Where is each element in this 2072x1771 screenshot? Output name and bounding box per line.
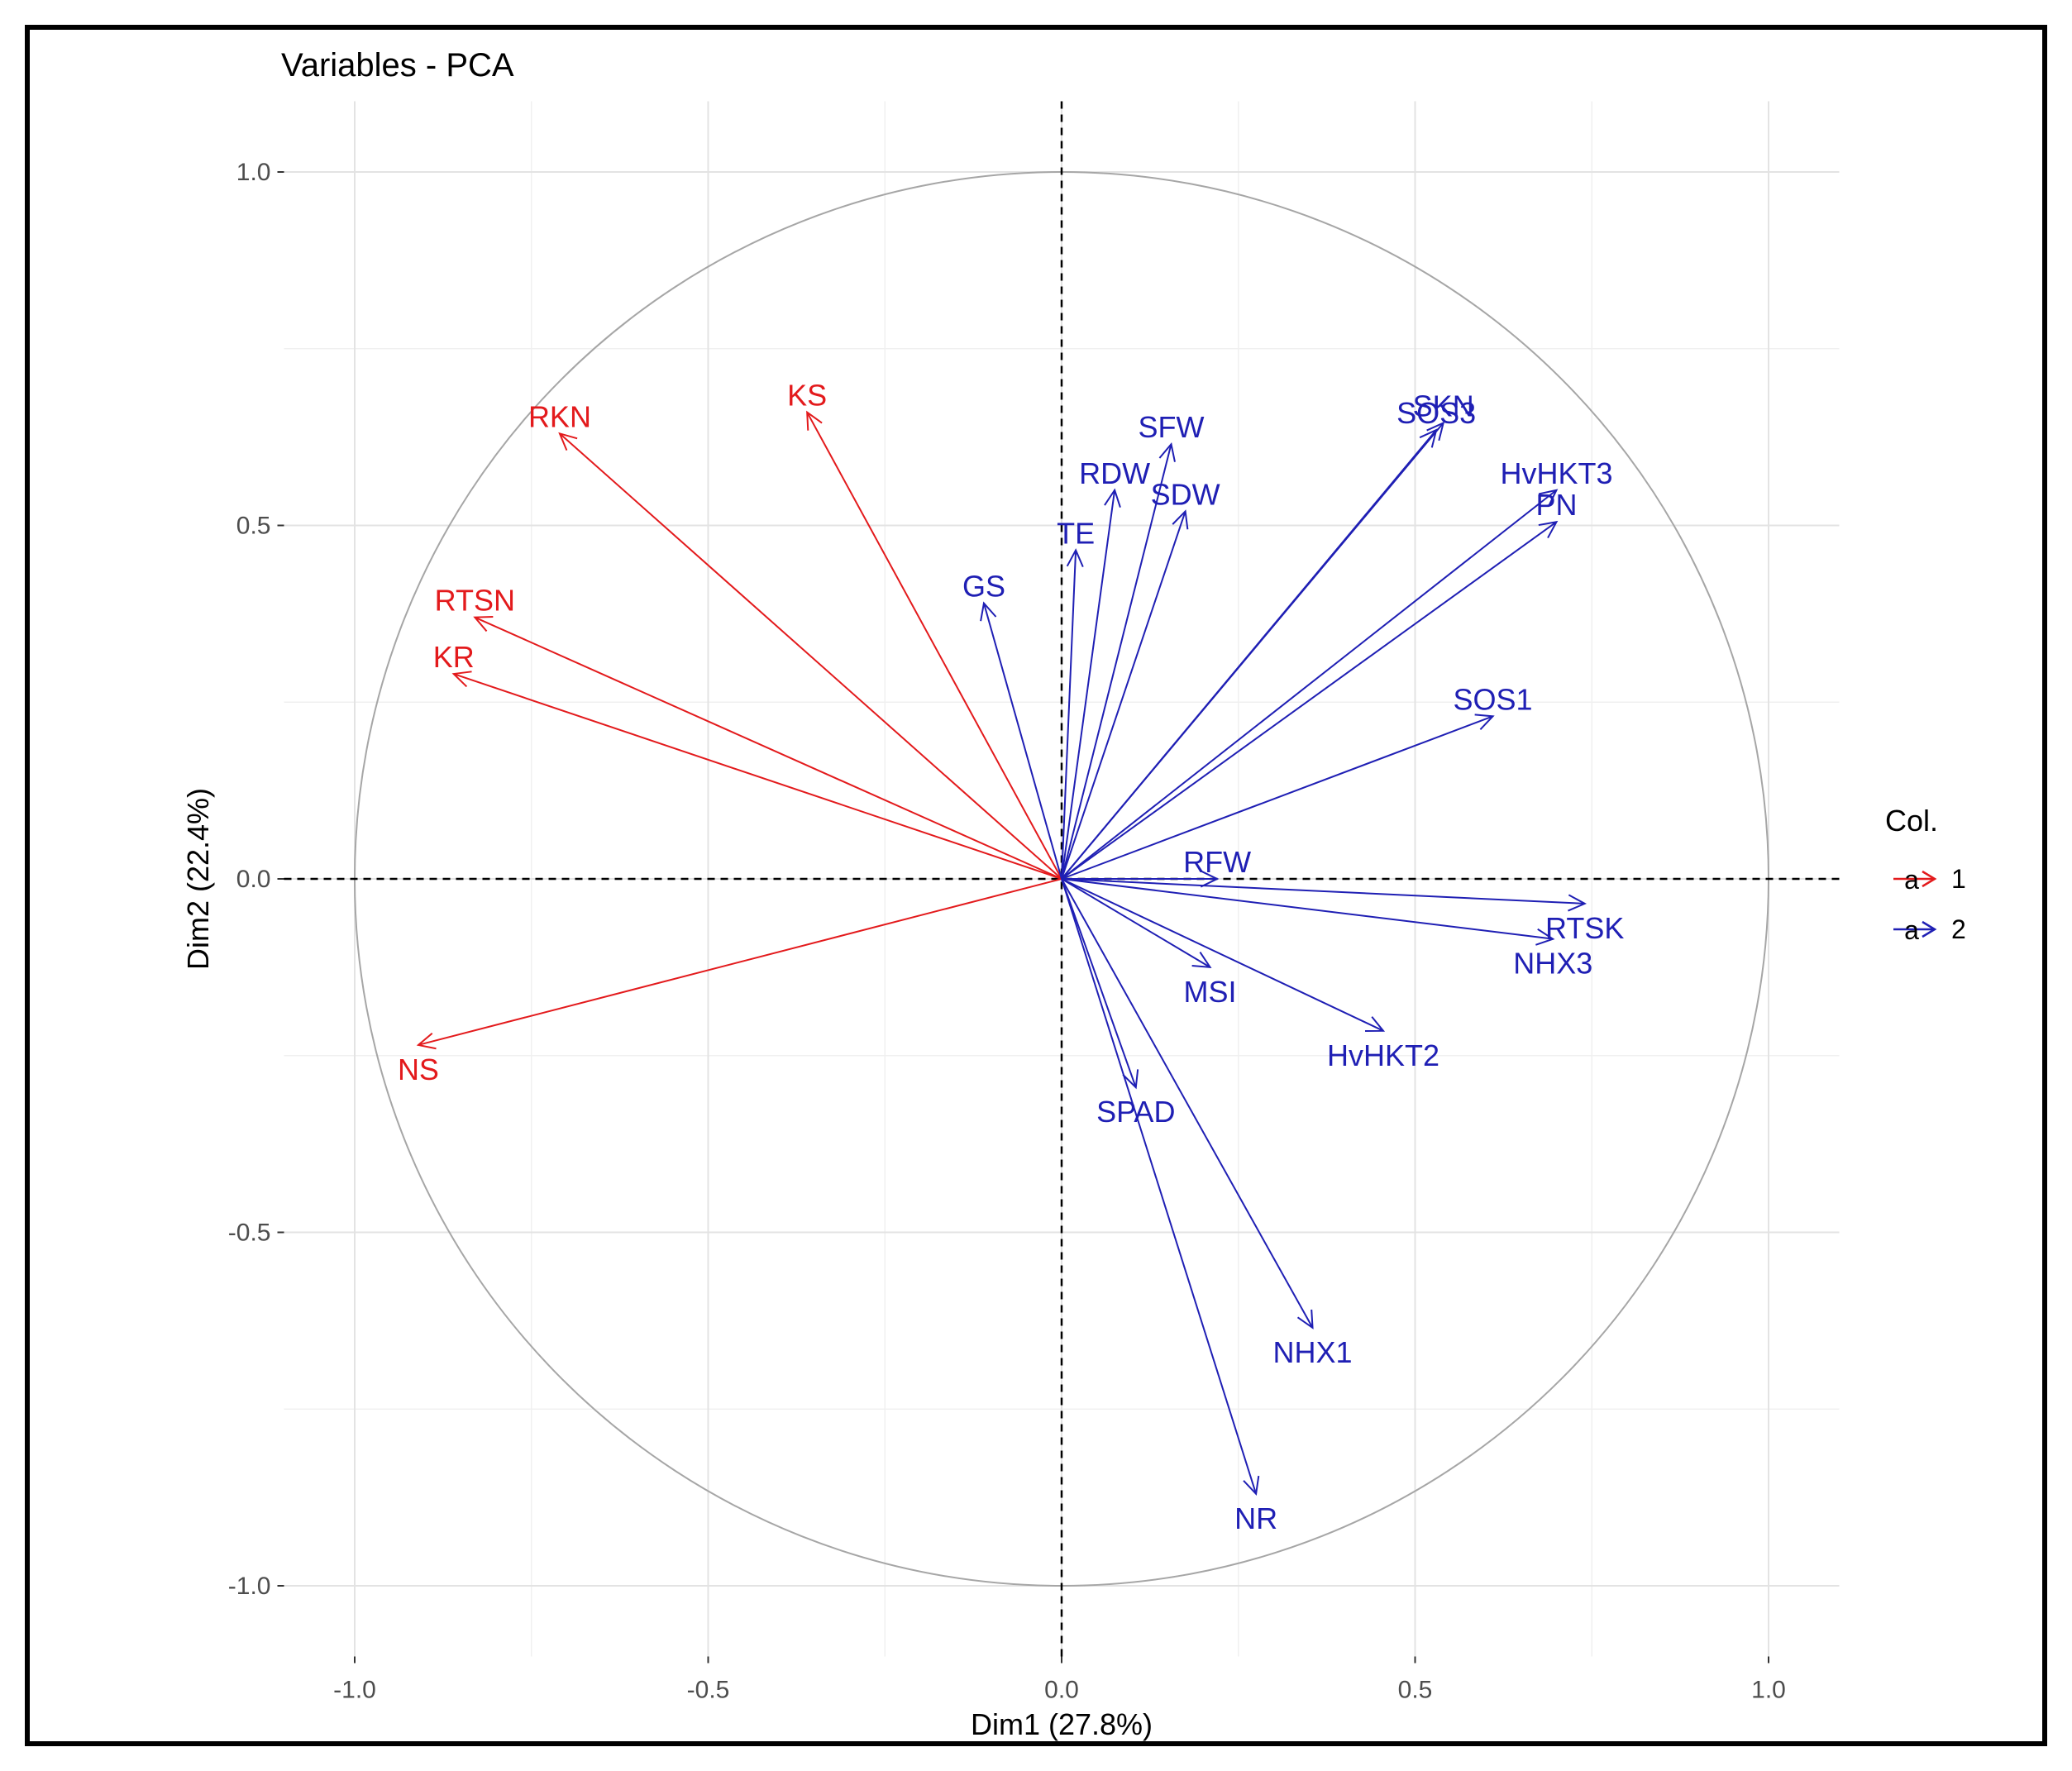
arrowhead-sos1 <box>1474 714 1495 730</box>
label-nhx3: NHX3 <box>1513 947 1592 981</box>
arrowhead-kr <box>451 671 472 688</box>
arrow-hvhkt3 <box>1061 489 1558 880</box>
arrow-ks <box>806 412 1062 880</box>
arrow-sfw <box>1061 443 1172 880</box>
arrow-pn <box>1061 521 1558 880</box>
label-rdw: RDW <box>1079 456 1150 490</box>
label-rtsn: RTSN <box>435 584 515 618</box>
legend: Col. a 1 a 2 <box>1885 804 1966 945</box>
label-sos3: SOS3 <box>1396 396 1476 430</box>
arrowhead-gs <box>980 601 997 622</box>
x-tick-label: 0.5 <box>1398 1677 1433 1704</box>
plot-title: Variables - PCA <box>281 47 514 84</box>
x-tick-label: -1.0 <box>333 1677 376 1704</box>
arrow-ns <box>418 878 1062 1046</box>
label-rkn: RKN <box>528 399 591 433</box>
arrow-sos1 <box>1061 715 1493 880</box>
arrowhead-sos3 <box>1419 428 1438 448</box>
legend-key-arrowhead <box>1922 870 1937 888</box>
arrowhead-nhx1 <box>1296 1309 1314 1329</box>
label-spad: SPAD <box>1096 1095 1175 1129</box>
axis-ticks: -1.0 -0.5 0.0 0.5 1.0 -1.0 -0.5 0.0 0.5 1.0 <box>228 159 1786 1704</box>
arrowhead-rfw <box>1200 870 1220 888</box>
arrowhead-sdw <box>1172 509 1189 530</box>
arrow-te <box>1061 550 1077 880</box>
legend-entry-label: 2 <box>1951 914 1966 944</box>
y-tick-label: 0.5 <box>236 513 271 540</box>
legend-key-glyph: a <box>1904 915 1919 945</box>
label-gs: GS <box>962 570 1005 604</box>
x-tick-label: -0.5 <box>687 1677 730 1704</box>
label-ks: KS <box>787 379 827 413</box>
arrow-rdw <box>1061 489 1116 880</box>
arrow-nhx1 <box>1061 878 1314 1329</box>
arrowhead-spad <box>1122 1069 1139 1090</box>
arrow-sdw <box>1061 511 1186 880</box>
label-sos1: SOS1 <box>1454 682 1533 716</box>
label-nhx1: NHX1 <box>1273 1335 1353 1369</box>
y-tick-label: -0.5 <box>228 1220 271 1247</box>
arrowhead-ks <box>806 410 823 431</box>
legend-title: Col. <box>1885 804 1938 838</box>
arrowhead-rtsn <box>473 615 494 632</box>
figure-frame <box>25 25 2047 1746</box>
arrow-sos3 <box>1061 429 1437 880</box>
label-sdw: SDW <box>1151 477 1220 511</box>
x-tick-label: 0.0 <box>1044 1677 1079 1704</box>
label-ns: NS <box>398 1053 439 1086</box>
arrow-rkn <box>559 432 1062 880</box>
arrow-msi <box>1061 878 1211 968</box>
arrow-rtsn <box>474 616 1062 880</box>
arrow-spad <box>1061 878 1137 1088</box>
y-tick-label: 0.0 <box>236 866 271 893</box>
legend-key-arrowhead <box>1922 920 1937 938</box>
arrowhead-hvhkt2 <box>1365 1016 1386 1033</box>
label-skn: SKN <box>1413 389 1474 423</box>
label-nr: NR <box>1234 1501 1277 1535</box>
arrowhead-skn <box>1426 421 1445 442</box>
legend-entry-label: 1 <box>1951 864 1966 894</box>
legend-key-glyph: a <box>1904 865 1919 895</box>
arrow-kr <box>453 673 1062 880</box>
arrowhead-nhx3 <box>1535 928 1555 946</box>
x-tick-label: 1.0 <box>1751 1677 1786 1704</box>
label-rtsk: RTSK <box>1545 911 1624 945</box>
y-tick-label: -1.0 <box>228 1573 271 1600</box>
arrowhead-msi <box>1191 951 1212 969</box>
arrowhead-ns <box>416 1032 437 1050</box>
label-te: TE <box>1057 516 1095 550</box>
arrow-nhx3 <box>1061 878 1554 940</box>
y-tick-label: 1.0 <box>236 159 271 186</box>
arrowhead-rdw <box>1104 488 1121 508</box>
arrow-hvhkt2 <box>1061 878 1384 1032</box>
label-hvhkt3: HvHKT3 <box>1500 456 1612 490</box>
arrowhead-rtsk <box>1568 894 1587 912</box>
arrowhead-te <box>1066 548 1084 568</box>
label-rfw: RFW <box>1183 845 1251 879</box>
arrowhead-nr <box>1243 1475 1260 1497</box>
variable-arrows <box>416 410 1587 1497</box>
label-pn: PN <box>1535 488 1577 522</box>
y-axis-title: Dim2 (22.4%) <box>181 788 215 970</box>
label-sfw: SFW <box>1139 410 1205 444</box>
arrow-nr <box>1061 878 1258 1495</box>
arrowhead-sfw <box>1158 442 1176 462</box>
label-kr: KR <box>433 640 475 674</box>
label-msi: MSI <box>1184 975 1237 1009</box>
arrow-rtsk <box>1061 878 1585 905</box>
x-axis-title: Dim1 (27.8%) <box>971 1707 1153 1741</box>
arrowhead-pn <box>1538 520 1559 539</box>
arrowhead-hvhkt3 <box>1538 489 1559 507</box>
arrowhead-rkn <box>558 432 578 451</box>
label-hvhkt2: HvHKT2 <box>1327 1038 1439 1072</box>
arrow-gs <box>982 603 1062 880</box>
